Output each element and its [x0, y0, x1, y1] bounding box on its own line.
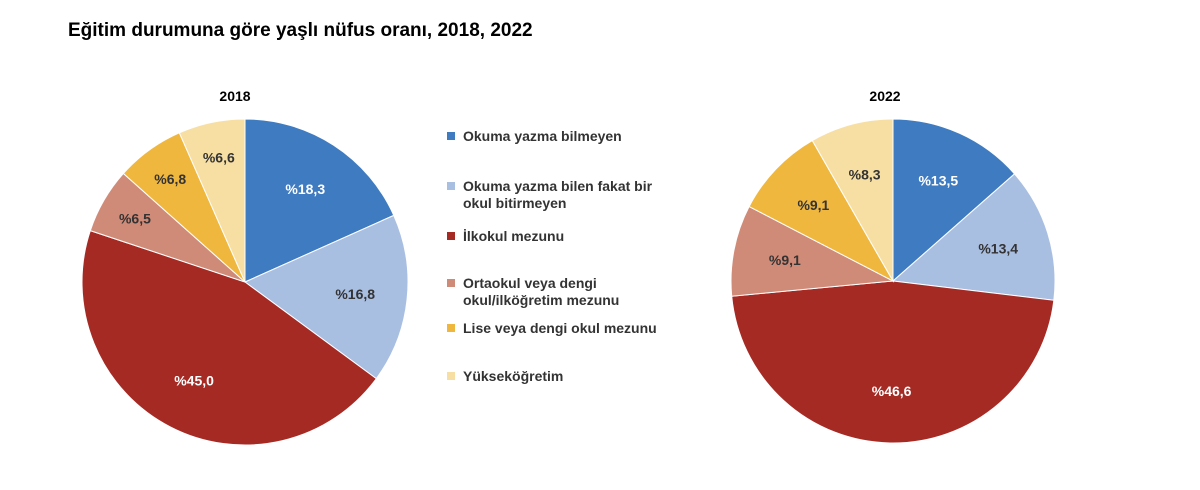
- pie-slice-2022-ilkokul-mezunu: [731, 280, 1055, 444]
- legend-label: Okuma yazma bilmeyen: [463, 128, 622, 144]
- legend-item-ortaokul: Ortaokul veya dengi okul/ilköğretim mezu…: [447, 275, 717, 309]
- data-label-2018-okuma-yazma-bilen-fakat-bir-okul-bitirmeyen: %16,8: [335, 286, 375, 302]
- pie-slice-2022-okuma-yazma-bilmeyen: [892, 118, 1016, 283]
- pie-slice-2022-yuksekogretim: [811, 118, 894, 283]
- data-label-2018-ilkokul-mezunu: %45,0: [174, 372, 214, 388]
- pie-slice-2018-ilkokul-mezunu: [81, 230, 377, 446]
- chart-title: Eğitim durumuna göre yaşlı nüfus oranı, …: [68, 20, 533, 41]
- data-label-2018-yuksekogretim: %6,6: [203, 150, 235, 166]
- legend-label-line2: okul bitirmeyen: [463, 195, 567, 211]
- data-label-2018-lise-veya-dengi-okul-mezunu: %6,8: [154, 171, 186, 187]
- legend-swatch: [447, 279, 455, 287]
- legend: Okuma yazma bilmeyen Okuma yazma bilen f…: [447, 128, 717, 388]
- legend-label: Yükseköğretim: [463, 368, 564, 384]
- pie-title-2018: 2018: [219, 88, 251, 104]
- data-label-2018-okuma-yazma-bilmeyen: %18,3: [285, 181, 325, 197]
- pie-slice-2018-okuma-yazma-bilen-fakat-bir-okul-bitirmeyen: [244, 214, 409, 380]
- legend-swatch: [447, 182, 455, 190]
- data-label-2022-ilkokul-mezunu: %46,6: [872, 383, 912, 399]
- data-label-2022-lise-veya-dengi-okul-mezunu: %9,1: [797, 197, 829, 213]
- legend-label-line2: okul/ilköğretim mezunu: [463, 292, 620, 308]
- pie-title-2022: 2022: [869, 88, 901, 104]
- legend-label: Okuma yazma bilen fakat bir: [463, 178, 653, 194]
- data-label-2022-yuksekogretim: %8,3: [849, 167, 881, 183]
- pie-slice-2022-okuma-yazma-bilen-fakat-bir-okul-bitirmeyen: [891, 173, 1056, 301]
- legend-swatch: [447, 372, 455, 380]
- legend-swatch: [447, 324, 455, 332]
- legend-label: Lise veya dengi okul mezunu: [463, 320, 657, 336]
- legend-item-lise: Lise veya dengi okul mezunu: [447, 320, 717, 340]
- legend-swatch: [447, 132, 455, 140]
- data-label-2022-okuma-yazma-bilmeyen: %13,5: [918, 173, 958, 189]
- data-label-2018-ortaokul-veya-dengi-okul-ilkogretim-mezunu: %6,5: [119, 210, 151, 226]
- legend-item-ilkokul-mezunu: İlkokul mezunu: [447, 228, 717, 248]
- legend-swatch: [447, 232, 455, 240]
- pie-slice-2022-lise-veya-dengi-okul-mezunu: [748, 139, 895, 283]
- legend-item-okuma-yazma-bilen: Okuma yazma bilen fakat bir okul bitirme…: [447, 178, 717, 212]
- legend-label: İlkokul mezunu: [463, 228, 565, 244]
- data-label-2022-okuma-yazma-bilen-fakat-bir-okul-bitirmeyen: %13,4: [978, 240, 1018, 256]
- legend-item-yuksekogretim: Yükseköğretim: [447, 368, 717, 388]
- legend-label: Ortaokul veya dengi: [463, 275, 597, 291]
- pie-slice-2022-ortaokul-veya-dengi-okul-ilkogretim-mezunu: [730, 205, 895, 297]
- pie-slice-2018-yuksekogretim: [178, 118, 246, 283]
- legend-item-okuma-yazma-bilmeyen: Okuma yazma bilmeyen: [447, 128, 717, 148]
- data-label-2022-ortaokul-veya-dengi-okul-ilkogretim-mezunu: %9,1: [769, 252, 801, 268]
- pie-slice-2018-okuma-yazma-bilmeyen: [244, 118, 395, 283]
